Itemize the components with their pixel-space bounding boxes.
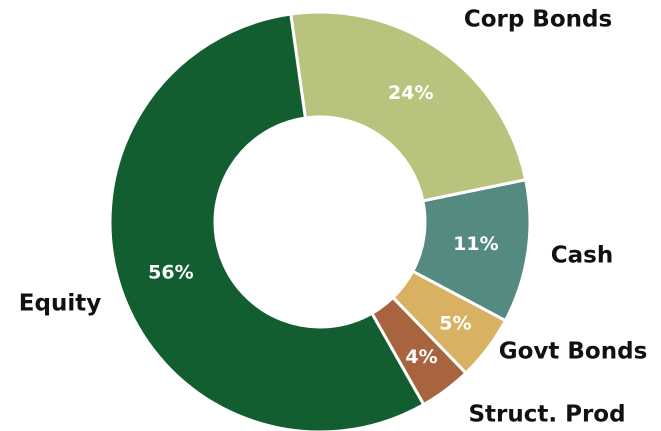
value-label: 56% xyxy=(148,261,193,283)
category-label: Cash xyxy=(551,243,613,269)
value-label: 4% xyxy=(405,346,437,368)
category-label: Struct. Prod xyxy=(468,402,625,428)
value-label: 5% xyxy=(439,313,471,335)
category-label: Equity xyxy=(19,291,101,317)
category-label: Govt Bonds xyxy=(499,339,648,365)
category-label: Corp Bonds xyxy=(464,7,612,33)
donut-slice xyxy=(289,10,528,203)
donut-slice xyxy=(108,12,426,431)
value-label: 11% xyxy=(453,233,498,255)
value-label: 24% xyxy=(388,82,433,104)
